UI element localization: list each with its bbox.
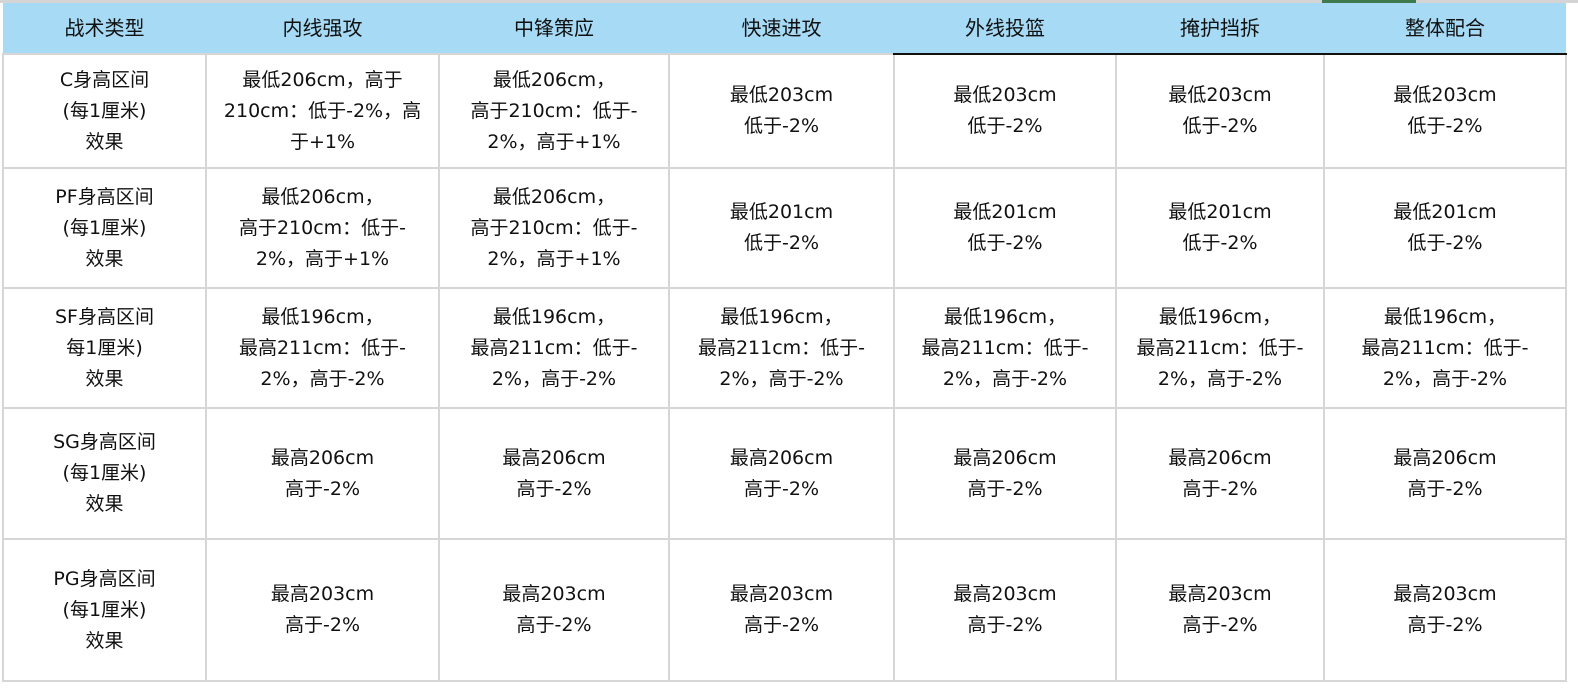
table-cell[interactable]: 最高203cm 高于-2%: [893, 538, 1117, 682]
table-cell[interactable]: 最低196cm， 最高211cm：低于- 2%，高于-2%: [893, 287, 1117, 409]
table-cell[interactable]: 最低203cm 低于-2%: [1115, 53, 1325, 169]
column-header[interactable]: 中锋策应: [439, 3, 669, 54]
table-cell[interactable]: 最低196cm， 最高211cm：低于- 2%，高于-2%: [438, 287, 670, 409]
table-cell[interactable]: 最低196cm， 最高211cm：低于- 2%，高于-2%: [1115, 287, 1325, 409]
table-cell[interactable]: 最高206cm 高于-2%: [1115, 407, 1325, 540]
table-body: C身高区间 (每1厘米) 效果 最低206cm，高于 210cm：低于-2%，高 …: [2, 53, 1567, 682]
row-label-cell[interactable]: PF身高区间 (每1厘米) 效果: [2, 167, 207, 289]
table-cell[interactable]: 最低206cm， 高于210cm：低于- 2%，高于+1%: [438, 53, 670, 169]
table-cell[interactable]: 最高203cm 高于-2%: [205, 538, 440, 682]
table-cell[interactable]: 最低196cm， 最高211cm：低于- 2%，高于-2%: [1323, 287, 1567, 409]
table-cell[interactable]: 最低201cm 低于-2%: [1115, 167, 1325, 289]
column-header[interactable]: 内线强攻: [206, 3, 439, 54]
table-cell[interactable]: 最低196cm， 最高211cm：低于- 2%，高于-2%: [205, 287, 440, 409]
table-cell[interactable]: 最高206cm 高于-2%: [438, 407, 670, 540]
header-row: 战术类型 内线强攻 中锋策应 快速进攻 外线投篮 掩护挡拆 整体配合: [3, 3, 1566, 55]
column-header[interactable]: 战术类型: [3, 3, 206, 54]
column-header[interactable]: 掩护挡拆: [1116, 3, 1324, 55]
selected-column-indicator: [1322, 0, 1416, 4]
table-cell[interactable]: 最高206cm 高于-2%: [1323, 407, 1567, 540]
table-cell[interactable]: 最低201cm 低于-2%: [893, 167, 1117, 289]
table-cell[interactable]: 最低203cm 低于-2%: [668, 53, 895, 169]
tactics-height-table: 战术类型 内线强攻 中锋策应 快速进攻 外线投篮 掩护挡拆 整体配合 C身高区间 (每1厘米…: [2, 3, 1567, 682]
table-row: C身高区间 (每1厘米) 效果 最低206cm，高于 210cm：低于-2%，高 …: [2, 53, 1567, 169]
row-label-cell[interactable]: PG身高区间 (每1厘米) 效果: [2, 538, 207, 682]
table-cell[interactable]: 最高203cm 高于-2%: [1323, 538, 1567, 682]
table-cell[interactable]: 最高206cm 高于-2%: [893, 407, 1117, 540]
table-cell[interactable]: 最低201cm 低于-2%: [1323, 167, 1567, 289]
column-header[interactable]: 外线投篮: [894, 3, 1116, 55]
table-row: PF身高区间 (每1厘米) 效果 最低206cm， 高于210cm：低于- 2%，…: [2, 167, 1567, 289]
table-cell[interactable]: 最低196cm， 最高211cm：低于- 2%，高于-2%: [668, 287, 895, 409]
table-cell[interactable]: 最高203cm 高于-2%: [1115, 538, 1325, 682]
row-label-cell[interactable]: SG身高区间 (每1厘米) 效果: [2, 407, 207, 540]
table-cell[interactable]: 最高206cm 高于-2%: [205, 407, 440, 540]
table-cell[interactable]: 最低206cm， 高于210cm：低于- 2%，高于+1%: [205, 167, 440, 289]
table-cell[interactable]: 最低203cm 低于-2%: [893, 53, 1117, 169]
row-label-cell[interactable]: C身高区间 (每1厘米) 效果: [2, 53, 207, 169]
table-cell[interactable]: 最低203cm 低于-2%: [1323, 53, 1567, 169]
table-row: PG身高区间 (每1厘米) 效果 最高203cm 高于-2% 最高203cm 高于-…: [2, 538, 1567, 682]
table-cell[interactable]: 最高206cm 高于-2%: [668, 407, 895, 540]
table-row: SF身高区间 每1厘米) 效果 最低196cm， 最高211cm：低于- 2%，高…: [2, 287, 1567, 409]
table-cell[interactable]: 最低206cm，高于 210cm：低于-2%，高 于+1%: [205, 53, 440, 169]
table-cell[interactable]: 最低201cm 低于-2%: [668, 167, 895, 289]
column-header[interactable]: 快速进攻: [669, 3, 894, 54]
table-cell[interactable]: 最高203cm 高于-2%: [668, 538, 895, 682]
row-label-cell[interactable]: SF身高区间 每1厘米) 效果: [2, 287, 207, 409]
column-header[interactable]: 整体配合: [1324, 3, 1566, 55]
sheet-top-border: [0, 0, 1578, 3]
table-cell[interactable]: 最高203cm 高于-2%: [438, 538, 670, 682]
table-cell[interactable]: 最低206cm， 高于210cm：低于- 2%，高于+1%: [438, 167, 670, 289]
table-row: SG身高区间 (每1厘米) 效果 最高206cm 高于-2% 最高206cm 高于-…: [2, 407, 1567, 540]
